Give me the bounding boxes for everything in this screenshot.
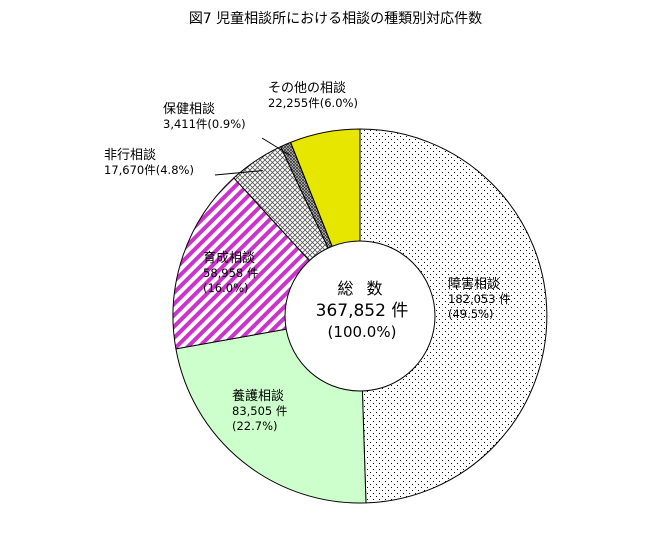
chart-title: 図7 児童相談所における相談の種類別対応件数 — [188, 11, 483, 27]
leader-line-delinquency — [214, 170, 263, 176]
slice-percent: (22.7%) — [232, 419, 278, 433]
donut-hole — [284, 240, 436, 392]
slice-value: 182,053 件 — [448, 292, 511, 306]
slice-percent: (49.5%) — [448, 307, 494, 321]
slice-name: 障害相談 — [448, 277, 501, 292]
slice-disability — [359, 128, 548, 504]
slice-label-disability: 障害相談 182,053 件 (49.5%) — [448, 277, 511, 322]
total-value: 367,852 件 — [315, 301, 409, 321]
slice-label-other: その他の相談 22,255件(6.0%) — [268, 81, 358, 111]
slice-label-upbringing: 育成相談 58,958 件 (16.0%) — [203, 251, 258, 296]
slice-name: 非行相談 — [104, 148, 157, 163]
slice-label-delinquency: 非行相談 17,670件(4.8%) — [104, 148, 194, 178]
slice-value: 58,958 件 — [203, 266, 259, 280]
leader-line-health — [261, 137, 291, 156]
total-percent: (100.0%) — [327, 323, 397, 341]
slice-name: 保健相談 — [163, 102, 216, 117]
slice-value: 22,255件(6.0%) — [268, 96, 358, 110]
donut-center-label: 総 数 367,852 件 (100.0%) — [300, 278, 424, 342]
slice-name: その他の相談 — [268, 81, 347, 96]
slice-value: 3,411件(0.9%) — [163, 117, 246, 131]
slice-label-health: 保健相談 3,411件(0.9%) — [163, 102, 246, 132]
slice-name: 育成相談 — [203, 251, 256, 266]
slice-name: 養護相談 — [232, 389, 285, 404]
slice-value: 17,670件(4.8%) — [104, 163, 194, 177]
slice-label-welfare: 養護相談 83,505 件 (22.7%) — [232, 389, 287, 434]
slice-percent: (16.0%) — [203, 281, 249, 295]
slice-value: 83,505 件 — [232, 404, 288, 418]
total-label: 総 数 — [337, 279, 387, 298]
